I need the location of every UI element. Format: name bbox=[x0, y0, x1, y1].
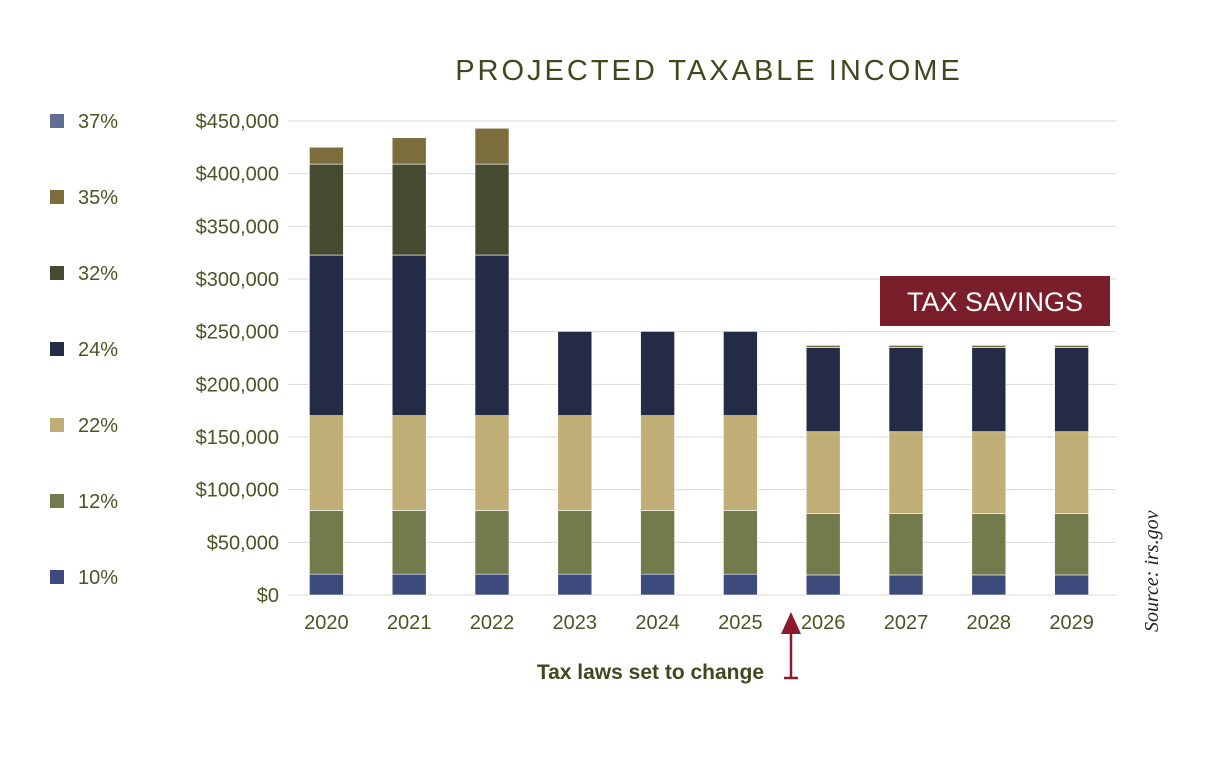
bar-segment-24pct bbox=[391, 254, 427, 416]
bar-segment-12pct bbox=[723, 510, 758, 575]
x-axis-ticks: 2020 2021 2022 2023 2024 2025 2026 2027 2028 2029 bbox=[304, 612, 1094, 634]
bar-segment-10pct bbox=[1054, 574, 1089, 596]
bar-segment-12pct bbox=[971, 513, 1007, 576]
legend-swatch bbox=[50, 114, 64, 128]
x-tick-label: 2025 bbox=[718, 612, 763, 634]
legend-label: 10% bbox=[78, 567, 118, 589]
chart-title: PROJECTED TAXABLE INCOME bbox=[455, 55, 963, 87]
bar-segment-10pct bbox=[309, 573, 344, 596]
bar-segment-24pct bbox=[971, 347, 1007, 433]
bar-segment-35pct bbox=[1054, 345, 1089, 348]
legend-swatch bbox=[50, 418, 64, 432]
bar-segment-35pct bbox=[971, 345, 1007, 348]
bar-segment-12pct bbox=[1054, 513, 1089, 576]
bar-segment-10pct bbox=[971, 574, 1007, 596]
bar-segment-12pct bbox=[557, 510, 593, 575]
bar-segment-10pct bbox=[723, 573, 758, 596]
bar-segment-22pct bbox=[640, 415, 675, 511]
bar-segment-24pct bbox=[557, 331, 593, 416]
bar-segment-24pct bbox=[474, 254, 510, 416]
legend-label: 37% bbox=[78, 111, 118, 133]
bar-segment-12pct bbox=[640, 510, 675, 575]
x-tick-label: 2020 bbox=[304, 612, 349, 634]
bar-segment-35pct bbox=[805, 345, 841, 348]
bar-segment-24pct bbox=[888, 347, 924, 433]
tax-savings-callout: TAX SAVINGS bbox=[880, 276, 1110, 326]
x-tick-label: 2026 bbox=[801, 612, 846, 634]
legend-label: 12% bbox=[78, 491, 118, 513]
tax-savings-label: TAX SAVINGS bbox=[907, 287, 1083, 317]
legend-label: 22% bbox=[78, 415, 118, 437]
bar-segment-10pct bbox=[640, 573, 675, 596]
legend-swatch bbox=[50, 190, 64, 204]
bar-segment-22pct bbox=[1054, 431, 1089, 514]
x-tick-label: 2022 bbox=[470, 612, 515, 634]
bar-segment-12pct bbox=[391, 510, 427, 575]
bar-segment-32pct bbox=[391, 163, 427, 256]
bar-segment-32pct bbox=[309, 163, 344, 256]
bar-segment-35pct bbox=[391, 137, 427, 165]
bar-segment-22pct bbox=[971, 431, 1007, 514]
legend: 37% 35% 32% 24% 22% 12% 10% bbox=[50, 111, 118, 589]
legend-label: 32% bbox=[78, 263, 118, 285]
bar-segment-24pct bbox=[309, 254, 344, 416]
bar-segment-24pct bbox=[1054, 347, 1089, 433]
y-tick-label: $400,000 bbox=[196, 164, 279, 186]
x-tick-label: 2028 bbox=[967, 612, 1012, 634]
source-label: Source: irs.gov bbox=[1141, 510, 1163, 632]
bar-segment-24pct bbox=[640, 331, 675, 416]
bar-segment-35pct bbox=[309, 146, 344, 165]
tax-laws-label: Tax laws set to change bbox=[537, 661, 764, 684]
bar-segment-10pct bbox=[805, 574, 841, 596]
y-tick-label: $150,000 bbox=[196, 427, 279, 449]
y-tick-label: $100,000 bbox=[196, 480, 279, 502]
bar-segment-22pct bbox=[723, 415, 758, 511]
bar-segment-10pct bbox=[391, 573, 427, 596]
bar-segment-10pct bbox=[474, 573, 510, 596]
bar-segment-22pct bbox=[391, 415, 427, 511]
tax-savings-box bbox=[880, 276, 1110, 326]
bar-segment-35pct bbox=[474, 127, 510, 165]
bar-segment-22pct bbox=[888, 431, 924, 514]
arrow-up-icon bbox=[781, 612, 801, 634]
y-tick-label: $50,000 bbox=[207, 532, 279, 554]
bar-segment-24pct bbox=[805, 347, 841, 433]
legend-swatch bbox=[50, 570, 64, 584]
bar-segment-22pct bbox=[805, 431, 841, 514]
x-tick-label: 2024 bbox=[635, 612, 680, 634]
bar-segment-32pct bbox=[474, 163, 510, 256]
legend-label: 24% bbox=[78, 339, 118, 361]
y-tick-label: $200,000 bbox=[196, 374, 279, 396]
y-axis-ticks: $0 $50,000 $100,000 $150,000 $200,000 $250,00… bbox=[196, 111, 279, 607]
y-tick-label: $250,000 bbox=[196, 322, 279, 344]
x-tick-label: 2027 bbox=[884, 612, 929, 634]
bar-segment-10pct bbox=[888, 574, 924, 596]
bar-segment-24pct bbox=[723, 331, 758, 416]
bar-segment-22pct bbox=[474, 415, 510, 511]
bar-segment-10pct bbox=[557, 573, 593, 596]
bar-segment-12pct bbox=[888, 513, 924, 576]
bar-segment-22pct bbox=[557, 415, 593, 511]
bar-segment-12pct bbox=[474, 510, 510, 575]
tax-law-change-annotation: Tax laws set to change bbox=[537, 612, 801, 684]
bar-segment-35pct bbox=[888, 345, 924, 348]
bar-segment-12pct bbox=[309, 510, 344, 575]
y-tick-label: $300,000 bbox=[196, 269, 279, 291]
x-tick-label: 2023 bbox=[553, 612, 598, 634]
x-tick-label: 2021 bbox=[387, 612, 432, 634]
y-tick-label: $450,000 bbox=[196, 111, 279, 133]
legend-swatch bbox=[50, 494, 64, 508]
legend-swatch bbox=[50, 266, 64, 280]
x-tick-label: 2029 bbox=[1049, 612, 1094, 634]
bars bbox=[309, 127, 1089, 596]
bar-segment-12pct bbox=[805, 513, 841, 576]
y-tick-label: $350,000 bbox=[196, 216, 279, 238]
legend-swatch bbox=[50, 342, 64, 356]
y-tick-label: $0 bbox=[257, 585, 279, 607]
bar-segment-22pct bbox=[309, 415, 344, 511]
legend-label: 35% bbox=[78, 187, 118, 209]
